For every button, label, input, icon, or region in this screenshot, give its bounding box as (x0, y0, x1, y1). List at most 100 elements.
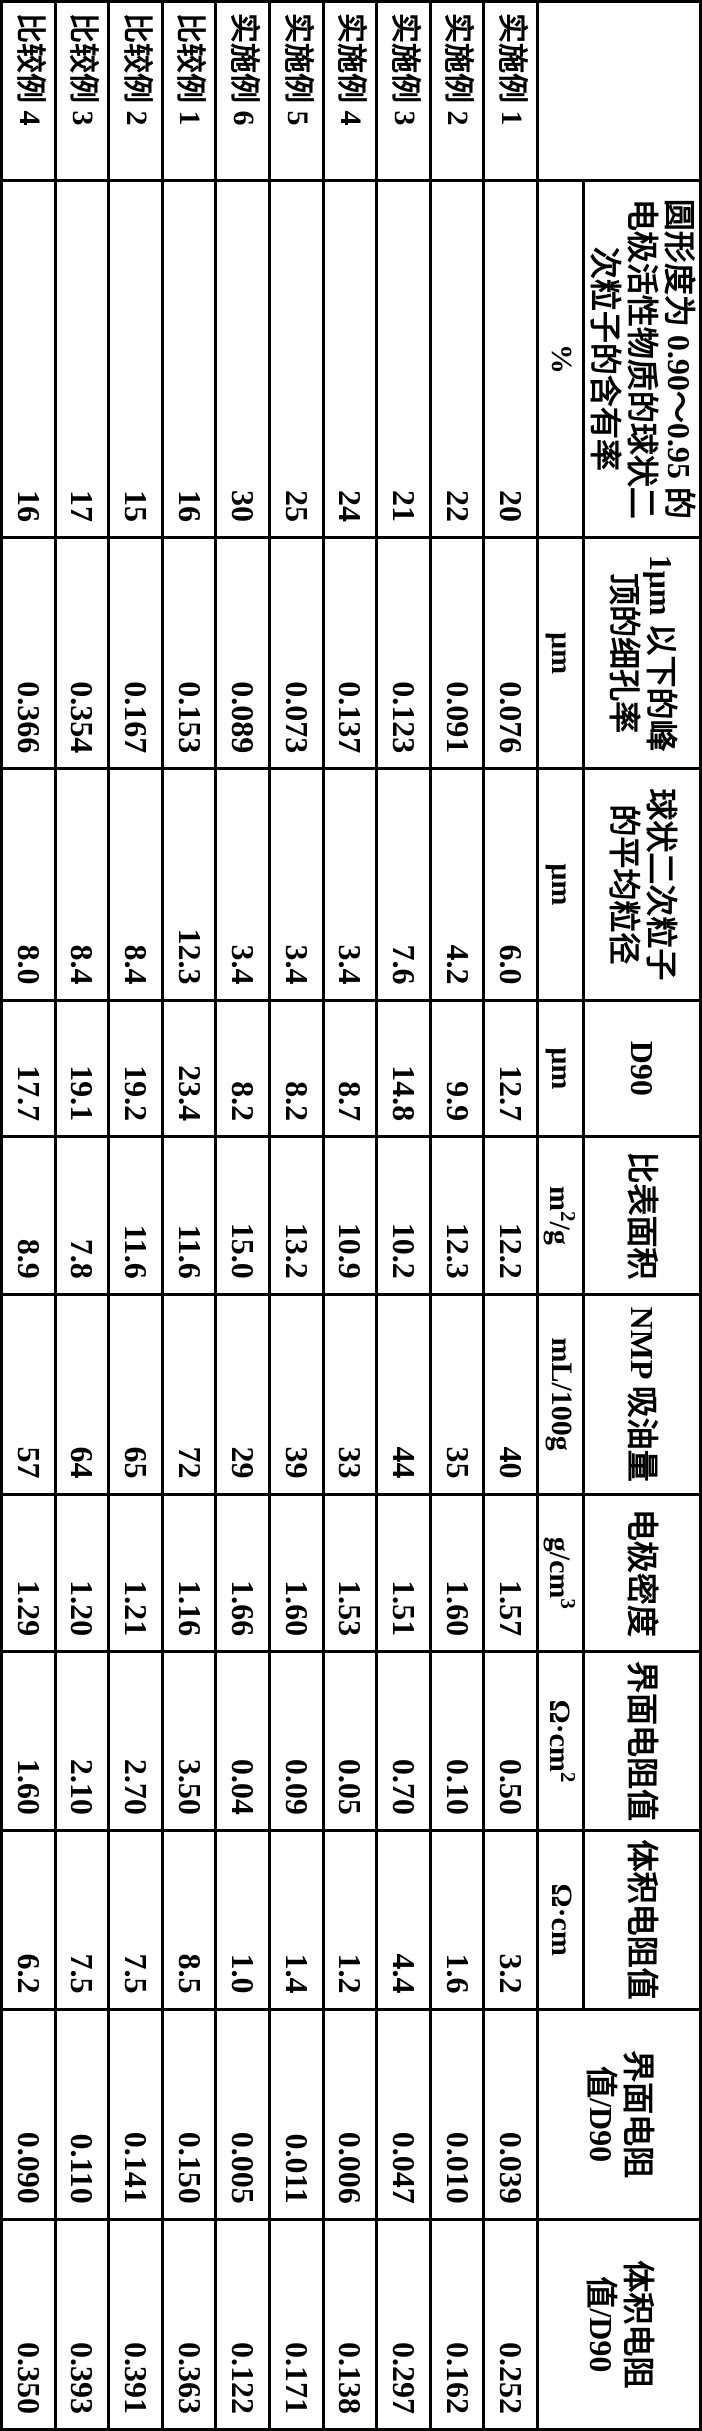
table-body: 实施例 1200.0766.012.712.2401.570.503.20.03… (2, 2, 538, 2430)
col-header-1: 圆形度为 0.90～0.95 的电极活性物质的球状二次粒子的含有率 (583, 180, 700, 537)
col-header-10: 界面电阻值/D90 (538, 2009, 701, 2219)
row-label: 比较例 4 (2, 2, 56, 181)
cell: 15.0 (216, 1137, 270, 1295)
cell: 0.089 (216, 538, 270, 769)
cell: 9.9 (430, 1000, 484, 1137)
cell: 0.076 (484, 538, 538, 769)
cell: 0.138 (323, 2219, 377, 2429)
table-row: 实施例 5250.0733.48.213.2391.600.091.40.011… (270, 2, 324, 2430)
cell: 6.2 (2, 1830, 56, 2009)
cell: 12.3 (430, 1137, 484, 1295)
cell: 0.354 (55, 538, 109, 769)
cell: 12.2 (484, 1137, 538, 1295)
cell: 3.2 (484, 1830, 538, 2009)
cell: 0.091 (430, 538, 484, 769)
row-label: 实施例 6 (216, 2, 270, 181)
cell: 0.70 (377, 1652, 431, 1831)
cell: 0.047 (377, 2009, 431, 2219)
cell: 15 (109, 180, 163, 537)
cell: 39 (270, 1294, 324, 1494)
cell: 14.8 (377, 1000, 431, 1137)
cell: 17.7 (2, 1000, 56, 1137)
cell: 20 (484, 180, 538, 537)
cell: 0.011 (270, 2009, 324, 2219)
col-unit-1: % (538, 180, 584, 537)
cell: 8.5 (162, 1830, 216, 2009)
cell: 65 (109, 1294, 163, 1494)
row-label: 比较例 3 (55, 2, 109, 181)
row-label: 实施例 4 (323, 2, 377, 181)
cell: 0.073 (270, 538, 324, 769)
cell: 0.05 (323, 1652, 377, 1831)
cell: 3.4 (270, 769, 324, 1000)
table-row: 实施例 2220.0914.29.912.3351.600.101.60.010… (430, 2, 484, 2430)
cell: 7.5 (109, 1830, 163, 2009)
col-unit-8: Ω·cm2 (538, 1652, 584, 1831)
cell: 7.8 (55, 1137, 109, 1295)
cell: 4.4 (377, 1830, 431, 2009)
col-header-3: 球状二次粒子的平均粒径 (583, 769, 700, 1000)
cell: 1.60 (270, 1494, 324, 1652)
cell: 72 (162, 1294, 216, 1494)
row-label: 比较例 1 (162, 2, 216, 181)
cell: 11.6 (109, 1137, 163, 1295)
col-unit-7: g/cm3 (538, 1494, 584, 1652)
cell: 7.6 (377, 769, 431, 1000)
col-header-7: 电极密度 (583, 1494, 700, 1652)
cell: 0.363 (162, 2219, 216, 2429)
cell: 17 (55, 180, 109, 537)
row-label: 实施例 5 (270, 2, 324, 181)
cell: 8.7 (323, 1000, 377, 1137)
cell: 1.16 (162, 1494, 216, 1652)
cell: 0.162 (430, 2219, 484, 2429)
table-row: 实施例 1200.0766.012.712.2401.570.503.20.03… (484, 2, 538, 2430)
col-unit-9: Ω·cm (538, 1830, 584, 2009)
table-row: 实施例 3210.1237.614.810.2441.510.704.40.04… (377, 2, 431, 2430)
cell: 0.090 (2, 2009, 56, 2219)
cell: 64 (55, 1294, 109, 1494)
cell: 0.123 (377, 538, 431, 769)
row-label: 实施例 3 (377, 2, 431, 181)
data-table: 圆形度为 0.90～0.95 的电极活性物质的球状二次粒子的含有率1μm 以下的… (0, 0, 702, 2431)
cell: 57 (2, 1294, 56, 1494)
table-row: 比较例 2150.1678.419.211.6651.212.707.50.14… (109, 2, 163, 2430)
cell: 2.10 (55, 1652, 109, 1831)
cell: 1.29 (2, 1494, 56, 1652)
cell: 0.010 (430, 2009, 484, 2219)
cell: 29 (216, 1294, 270, 1494)
cell: 0.039 (484, 2009, 538, 2219)
cell: 30 (216, 180, 270, 537)
cell: 22 (430, 180, 484, 537)
cell: 23.4 (162, 1000, 216, 1137)
cell: 25 (270, 180, 324, 537)
cell: 8.2 (270, 1000, 324, 1137)
cell: 0.141 (109, 2009, 163, 2219)
col-header-9: 体积电阻值 (583, 1830, 700, 2009)
cell: 11.6 (162, 1137, 216, 1295)
table-row: 比较例 4160.3668.017.78.9571.291.606.20.090… (2, 2, 56, 2430)
cell: 8.2 (216, 1000, 270, 1137)
col-unit-6: mL/100g (538, 1294, 584, 1494)
col-header-11: 体积电阻值/D90 (538, 2219, 701, 2429)
cell: 1.51 (377, 1494, 431, 1652)
cell: 40 (484, 1294, 538, 1494)
cell: 0.122 (216, 2219, 270, 2429)
cell: 0.153 (162, 538, 216, 769)
cell: 7.5 (55, 1830, 109, 2009)
cell: 2.70 (109, 1652, 163, 1831)
cell: 0.137 (323, 538, 377, 769)
cell: 0.09 (270, 1652, 324, 1831)
cell: 1.60 (2, 1652, 56, 1831)
cell: 1.4 (270, 1830, 324, 2009)
cell: 0.04 (216, 1652, 270, 1831)
cell: 33 (323, 1294, 377, 1494)
cell: 21 (377, 180, 431, 537)
cell: 1.66 (216, 1494, 270, 1652)
col-unit-2: μm (538, 538, 584, 769)
cell: 16 (2, 180, 56, 537)
cell: 1.20 (55, 1494, 109, 1652)
cell: 6.0 (484, 769, 538, 1000)
cell: 8.9 (2, 1137, 56, 1295)
cell: 0.350 (2, 2219, 56, 2429)
cell: 8.4 (55, 769, 109, 1000)
